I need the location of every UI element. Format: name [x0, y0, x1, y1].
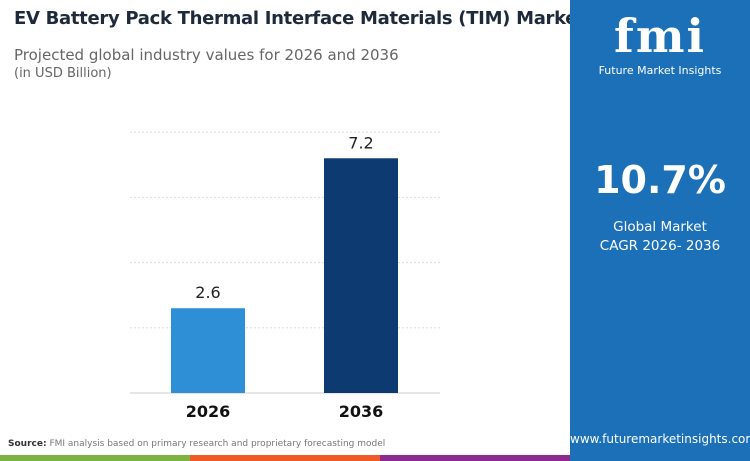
side-panel: fmi Future Market Insights 10.7% Global …: [570, 0, 750, 461]
chart-subtitle: Projected global industry values for 202…: [14, 46, 399, 64]
bar-2026: [171, 308, 245, 393]
chart-title: EV Battery Pack Thermal Interface Materi…: [14, 8, 586, 29]
cagr-value: 10.7%: [594, 158, 726, 202]
source-note: Source: FMI analysis based on primary re…: [8, 439, 385, 449]
bar-2036: [324, 158, 398, 393]
x-tick-label: 2026: [186, 402, 231, 421]
data-label: 2.6: [195, 283, 220, 302]
stripe-green: [0, 455, 190, 461]
cagr-label-line1: Global Market: [613, 219, 707, 235]
bar-chart: 2.6 2026 7.2 2036: [130, 131, 440, 421]
data-label: 7.2: [348, 133, 373, 152]
x-tick-label: 2036: [339, 402, 384, 421]
website-url[interactable]: www.futuremarketinsights.com: [570, 432, 750, 446]
cagr-label: Global Market CAGR 2026- 2036: [570, 218, 750, 256]
logo-subtext: Future Market Insights: [598, 64, 722, 77]
stripe-purple: [380, 455, 570, 461]
source-text: FMI analysis based on primary research a…: [49, 439, 386, 449]
cagr-label-line2: CAGR 2026- 2036: [599, 238, 721, 254]
stripe-orange: [190, 455, 380, 461]
unit-label: (in USD Billion): [14, 66, 112, 81]
source-label: Source:: [8, 439, 47, 449]
logo-text: fmi: [614, 9, 706, 63]
fmi-logo: fmi Future Market Insights: [570, 8, 750, 77]
